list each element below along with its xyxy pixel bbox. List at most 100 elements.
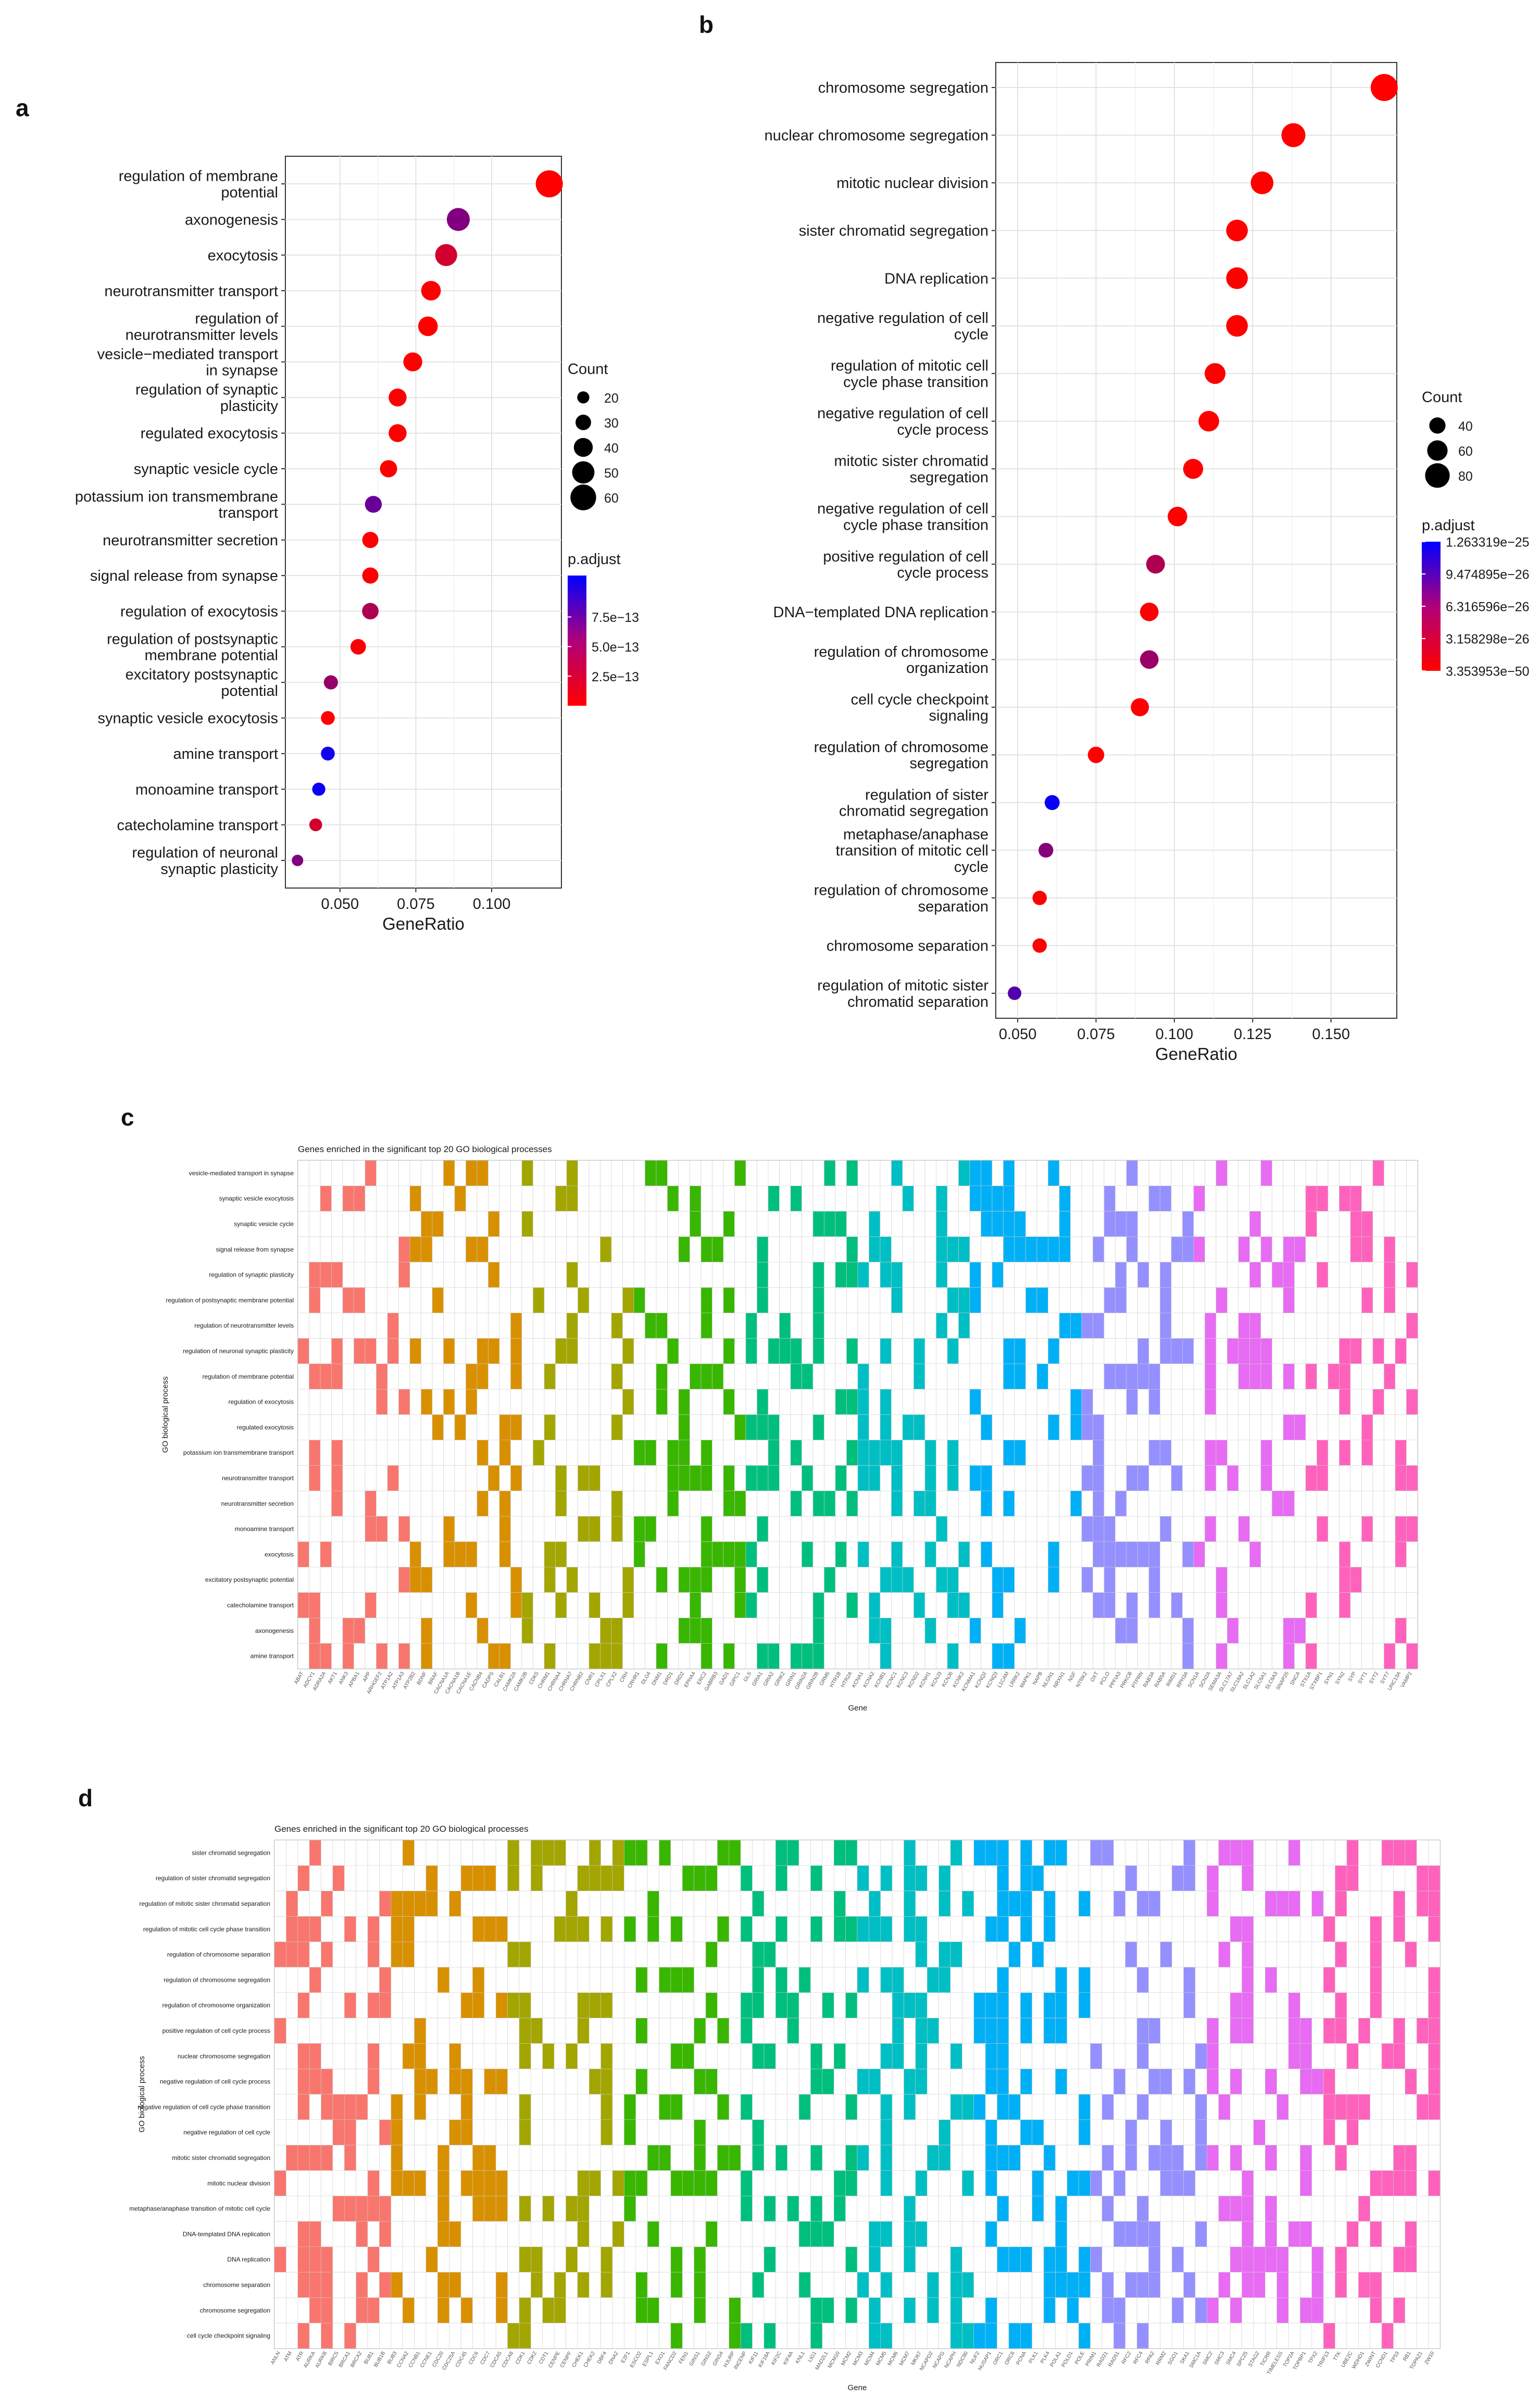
heatmap-cell — [678, 1261, 690, 1288]
heatmap-cell — [297, 1313, 309, 1339]
heatmap-cell — [1043, 1865, 1056, 1891]
heatmap-cell — [1036, 1491, 1048, 1517]
heatmap-cell — [454, 1185, 466, 1211]
heatmap-cell — [510, 1236, 522, 1263]
heatmap-cell — [1395, 1414, 1407, 1441]
y-tick-label: potential — [221, 683, 278, 699]
heatmap-cell — [589, 2068, 601, 2095]
heatmap-cell — [600, 1643, 612, 1669]
heatmap-cell — [566, 1516, 578, 1542]
heatmap-cell — [331, 1364, 343, 1390]
heatmap-cell — [1405, 1967, 1417, 1993]
heatmap-cell — [880, 1592, 892, 1618]
heatmap-cell — [1381, 2322, 1394, 2349]
heatmap-cell — [1317, 1414, 1329, 1441]
heatmap-cell — [740, 2195, 753, 2222]
heatmap-cell — [356, 1891, 368, 1917]
heatmap-cell — [321, 1840, 333, 1866]
heatmap-gene-label: RB1 — [1402, 2351, 1412, 2363]
heatmap-cell — [869, 1967, 881, 1993]
heatmap-cell — [647, 2297, 659, 2323]
heatmap-cell — [992, 1618, 1004, 1644]
heatmap-cell — [1242, 2145, 1254, 2171]
heatmap-cell — [969, 1287, 981, 1314]
heatmap-cell — [763, 2322, 776, 2349]
heatmap-cell — [309, 1160, 321, 1186]
heatmap-cell — [600, 1364, 612, 1390]
heatmap-cell — [521, 1389, 533, 1415]
heatmap-cell — [1370, 2018, 1382, 2044]
heatmap-gene-label: CDC6 — [468, 2351, 480, 2366]
heatmap-cell — [531, 2221, 543, 2247]
heatmap-cell — [656, 1185, 668, 1211]
heatmap-cell — [845, 1941, 858, 1968]
heatmap-cell — [437, 1840, 450, 1866]
heatmap-cell — [409, 1364, 421, 1390]
heatmap-cell — [1305, 1465, 1317, 1491]
heatmap-cell — [1405, 2119, 1417, 2145]
heatmap-cell — [950, 1916, 962, 1942]
heatmap-cell — [1335, 2246, 1347, 2272]
heatmap-cell — [981, 1643, 993, 1669]
heatmap-cell — [1416, 1967, 1429, 1993]
heatmap-cell — [729, 2272, 741, 2298]
heatmap-cell — [1025, 1516, 1037, 1542]
heatmap-cell — [670, 2170, 683, 2196]
heatmap-cell — [1067, 1967, 1079, 1993]
heatmap-cell — [1381, 2221, 1394, 2247]
heatmap-cell — [1395, 1567, 1407, 1593]
heatmap-cell — [1036, 1160, 1048, 1186]
heatmap-cell — [1242, 2119, 1254, 2145]
heatmap-cell — [775, 2195, 788, 2222]
heatmap-cell — [869, 1364, 881, 1390]
heatmap-cell — [1067, 2195, 1079, 2222]
heatmap-cell — [1008, 2221, 1021, 2247]
heatmap-cell — [822, 2119, 834, 2145]
heatmap-cell — [286, 2246, 298, 2272]
heatmap-cell — [402, 2170, 415, 2196]
heatmap-cell — [344, 2272, 356, 2298]
heatmap-cell — [365, 1414, 377, 1441]
heatmap-cell — [1195, 2297, 1207, 2323]
heatmap-cell — [376, 1261, 388, 1288]
heatmap-cell — [321, 2297, 333, 2323]
heatmap-cell — [682, 1992, 694, 2018]
heatmap-cell — [612, 1865, 624, 1891]
heatmap-cell — [1067, 2119, 1079, 2145]
heatmap-cell — [1101, 1891, 1114, 1917]
heatmap-cell — [1227, 1465, 1239, 1491]
heatmap-cell — [499, 1185, 511, 1211]
heatmap-cell — [997, 2018, 1009, 2044]
heatmap-cell — [1078, 1891, 1091, 1917]
heatmap-row-label: negative regulation of cell cycle proces… — [160, 2078, 270, 2085]
heatmap-gene-label: KIF2C — [770, 2351, 783, 2366]
heatmap-cell — [622, 1364, 634, 1390]
heatmap-cell — [499, 1440, 511, 1466]
heatmap-cell — [1350, 1261, 1362, 1288]
heatmap-cell — [577, 2195, 590, 2222]
heatmap-cell — [857, 1967, 869, 1993]
heatmap-cell — [1183, 2170, 1196, 2196]
heatmap-cell — [1059, 1567, 1071, 1593]
heatmap-cell — [466, 1211, 478, 1237]
heatmap-cell — [449, 1865, 461, 1891]
heatmap-cell — [555, 1236, 567, 1263]
heatmap-cell — [997, 2043, 1009, 2069]
heatmap-cell — [519, 2246, 531, 2272]
heatmap-cell — [297, 2195, 310, 2222]
heatmap-cell — [1093, 1261, 1105, 1288]
heatmap-cell — [667, 1185, 679, 1211]
heatmap-cell — [1048, 1643, 1060, 1669]
heatmap-cell — [1218, 1891, 1231, 1917]
heatmap-cell — [915, 2297, 928, 2323]
heatmap-cell — [274, 2297, 286, 2323]
heatmap-cell — [1008, 1916, 1021, 1942]
heatmap-cell — [670, 2322, 683, 2349]
heatmap-cell — [824, 1313, 836, 1339]
heatmap-cell — [1025, 1618, 1037, 1644]
heatmap-cell — [309, 1236, 321, 1263]
heatmap-cell — [542, 1967, 555, 1993]
heatmap-cell — [578, 1618, 590, 1644]
heatmap-cell — [645, 1338, 657, 1364]
heatmap-row-label: regulation of mitotic cell cycle phase t… — [143, 1926, 270, 1933]
